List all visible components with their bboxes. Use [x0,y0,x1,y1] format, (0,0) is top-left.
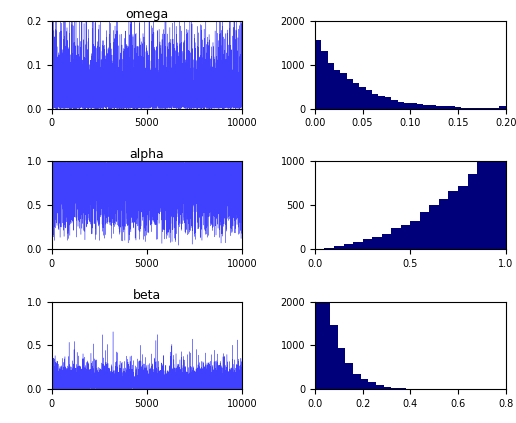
Bar [383,387,391,389]
Bar [410,221,420,249]
Bar [429,205,439,249]
Bar [423,105,429,109]
Bar [353,83,360,109]
Bar [448,191,458,249]
Bar [344,244,353,249]
Bar [397,102,404,109]
Bar [391,100,397,109]
Bar [353,374,361,389]
Bar [363,239,372,249]
Bar [328,63,334,109]
Bar [322,285,330,389]
Bar [461,107,467,109]
Bar [499,106,506,109]
Bar [382,234,391,249]
Bar [474,107,480,109]
Bar [334,246,344,249]
Bar [493,108,499,109]
Bar [315,40,321,109]
Bar [391,388,399,389]
Bar [391,228,401,249]
Bar [360,87,366,109]
Bar [347,79,353,109]
Bar [487,108,493,109]
Bar [321,51,328,109]
Bar [325,247,334,249]
Title: omega: omega [125,8,169,21]
Bar [480,108,487,109]
Bar [436,107,442,109]
Title: beta: beta [133,288,161,302]
Title: alpha: alpha [130,148,165,161]
Bar [455,107,461,109]
Bar [372,237,382,249]
Bar [410,104,416,109]
Bar [315,231,322,389]
Bar [399,388,407,389]
Bar [385,97,391,109]
Bar [345,363,353,389]
Bar [368,382,376,389]
Bar [338,348,345,389]
Bar [334,70,341,109]
Bar [477,154,487,249]
Bar [487,124,496,249]
Bar [467,174,477,249]
Bar [467,108,474,109]
Bar [496,45,506,249]
Bar [330,325,338,389]
Bar [341,73,347,109]
Bar [416,104,423,109]
Bar [458,187,467,249]
Bar [429,105,436,109]
Bar [361,379,368,389]
Bar [376,385,383,389]
Bar [353,242,363,249]
Bar [439,199,448,249]
Bar [372,94,379,109]
Bar [366,90,372,109]
Bar [420,212,429,249]
Bar [404,103,410,109]
Bar [379,96,385,109]
Bar [448,106,455,109]
Bar [442,106,448,109]
Bar [401,225,410,249]
